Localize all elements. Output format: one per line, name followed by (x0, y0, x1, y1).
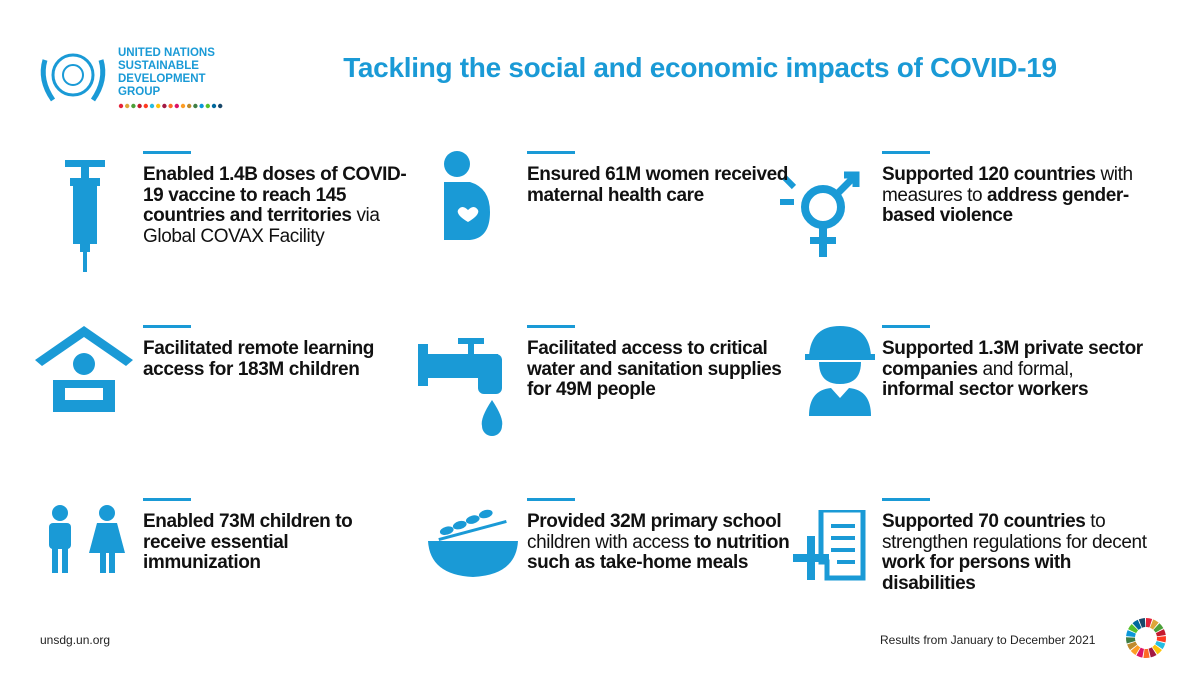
un-emblem (40, 53, 106, 102)
card-text: Ensured 61M women received maternal heal… (527, 164, 793, 206)
accent-bar (527, 325, 575, 328)
text-run: Enabled 73M children to receive essentia… (143, 511, 358, 573)
sdg-dots (118, 103, 223, 109)
accent-bar (143, 325, 191, 328)
text-run: address gender-based violence (882, 184, 1129, 226)
school-icon (35, 326, 133, 412)
text-run: Enabled 1.4B doses of COVID-19 vaccine t… (143, 164, 407, 226)
accent-bar (527, 151, 575, 154)
org-line: UNITED NATIONS (118, 47, 215, 59)
card-text: Supported 120 countries with measures to… (882, 164, 1147, 227)
accent-bar (527, 498, 575, 501)
card-text: Enabled 73M children to receive essentia… (143, 511, 408, 574)
org-line: GROUP (118, 86, 161, 98)
sdg-wheel (1126, 618, 1166, 658)
card-text: Enabled 1.4B doses of COVID-19 vaccine t… (143, 164, 408, 247)
text-run: informal sector workers (882, 379, 1089, 400)
footer-url: unsdg.un.org (40, 633, 111, 647)
card-text: Provided 32M primary school children wit… (527, 511, 795, 574)
accent-bar (882, 498, 930, 501)
tap-icon (418, 338, 503, 436)
pregnant-icon (444, 151, 490, 240)
footer-note: Results from January to December 2021 (880, 633, 1096, 647)
text-run: work for persons with disabilities (882, 552, 1076, 594)
accent-bar (143, 498, 191, 501)
syringe-icon (65, 160, 105, 272)
org-line: DEVELOPMENT (118, 73, 206, 85)
text-run: Ensured 61M women received maternal heal… (527, 164, 793, 206)
text-run: Facilitated remote learning access for 1… (143, 338, 379, 380)
children-icon (49, 505, 125, 573)
card-text: Supported 1.3M private sector companies … (882, 338, 1148, 401)
org-line: SUSTAINABLE (118, 60, 199, 72)
card-text: Supported 70 countries to strengthen reg… (882, 511, 1147, 594)
text-run: Supported 120 countries (882, 164, 1096, 185)
text-run: Provided 32M primary school (527, 511, 782, 532)
worker-icon (805, 326, 875, 416)
text-run: Supported 1.3M private sector companies (882, 338, 1148, 380)
text-run: to strengthen regulations for decent (882, 511, 1152, 553)
text-run: and formal, (977, 358, 1079, 380)
meal-icon (428, 509, 518, 577)
accent-bar (882, 325, 930, 328)
org-name: UNITED NATIONS SUSTAINABLE DEVELOPMENT GROU… (118, 47, 215, 99)
gender-icon (780, 171, 860, 257)
card-text: Facilitated access to critical water and… (527, 338, 792, 401)
text-run: with measures to (882, 164, 1138, 206)
text-run: children with access (527, 511, 787, 553)
title: Tackling the social and economic impacts… (343, 52, 1057, 83)
accent-bar (143, 151, 191, 154)
accent-bar (882, 151, 930, 154)
text-run: via Global COVAX Facility (143, 205, 385, 247)
text-run: Supported 70 countries (882, 511, 1086, 532)
document-icon (793, 510, 866, 581)
text-run: Facilitated access to critical water and… (527, 338, 787, 400)
text-run: to nutrition such as take-home meals (527, 531, 795, 573)
card-text: Facilitated remote learning access for 1… (143, 338, 408, 380)
